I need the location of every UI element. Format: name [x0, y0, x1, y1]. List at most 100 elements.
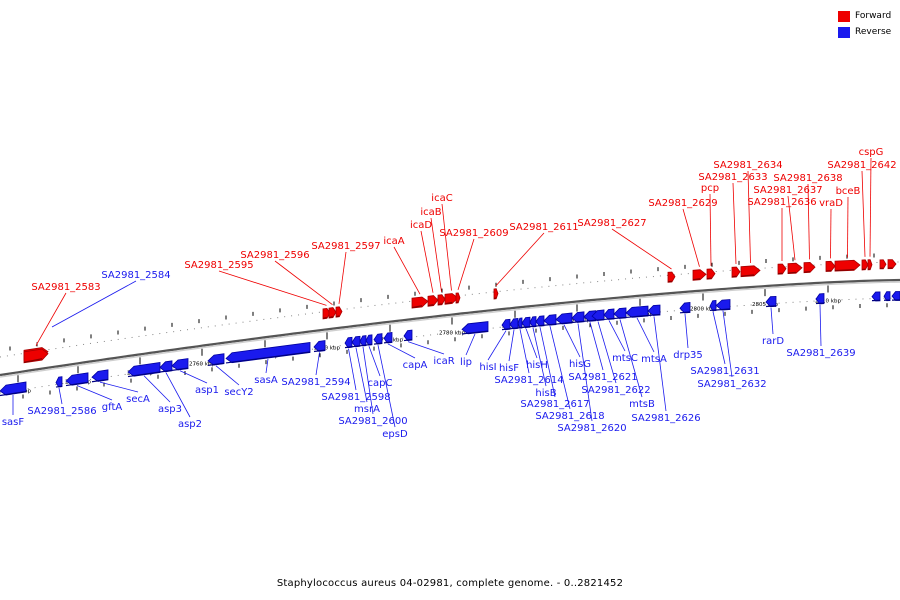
gene-leader — [495, 232, 545, 287]
gene-leader — [539, 327, 556, 398]
reverse-gene-label: mtsC — [612, 353, 638, 364]
reverse-gene-label: SA2981_2626 — [631, 413, 700, 424]
gene-leader — [265, 358, 269, 374]
reverse-gene-shade — [501, 328, 511, 331]
reverse-gene-shade — [509, 327, 519, 330]
gene-leader — [487, 330, 507, 361]
forward-gene-label: cspG — [859, 147, 884, 158]
forward-gene-label: SA2981_2595 — [184, 260, 253, 271]
reverse-gene-shade — [359, 344, 367, 347]
gene-leader — [348, 348, 357, 391]
reverse-gene — [373, 333, 383, 345]
forward-gene-label: SA2981_2629 — [648, 198, 717, 209]
forward-gene-shade — [731, 275, 737, 278]
reverse-gene — [529, 316, 537, 328]
gene-leader — [274, 260, 333, 305]
reverse-gene-label: capA — [403, 360, 428, 371]
reverse-gene-label: icaR — [433, 356, 454, 367]
forward-gene — [803, 261, 816, 274]
scale-tick-label: 2760 kbp — [189, 362, 215, 368]
forward-gene-label: SA2981_2633 — [698, 172, 767, 183]
reverse-gene-shade — [171, 367, 189, 371]
forward-gene-shade — [335, 315, 340, 318]
reverse-gene-label: capC — [368, 378, 393, 389]
forward-gene-shade — [834, 268, 855, 272]
gene-leader — [532, 327, 547, 387]
reverse-gene — [365, 334, 373, 346]
forward-gene-label: SA2981_2583 — [31, 282, 100, 293]
forward-gene-shade — [787, 271, 797, 274]
forward-gene-shade — [803, 271, 811, 273]
gene-leader — [430, 217, 442, 292]
forward-gene-shade — [322, 316, 327, 319]
reverse-gene-label: drp35 — [673, 350, 703, 361]
forward-gene-label: SA2981_2609 — [439, 228, 508, 239]
gene-leader — [99, 381, 139, 393]
reverse-gene-label: mtsA — [641, 354, 667, 365]
gene-leader — [636, 317, 655, 353]
gene-leader — [787, 195, 796, 261]
reverse-gene-shade — [555, 321, 573, 325]
legend-forward[interactable]: Forward — [838, 8, 891, 24]
gene-leader — [525, 328, 538, 359]
reverse-gene-shade — [591, 318, 605, 322]
gene-leader — [682, 208, 700, 267]
reverse-gene-label: SA2981_2632 — [697, 379, 766, 390]
forward-gene-label: icaD — [410, 220, 432, 231]
gene-leader — [377, 345, 396, 428]
forward-gene — [692, 269, 707, 281]
forward-gene — [328, 307, 337, 319]
gene-leader — [563, 324, 581, 358]
forward-gene — [23, 348, 49, 364]
gene-leader — [76, 385, 113, 401]
backbone — [0, 278, 900, 377]
forward-gene — [335, 306, 343, 318]
scale-tick-label: 2810 kbp — [815, 298, 841, 304]
reverse-gene-shade — [0, 390, 27, 397]
forward-gene-label: SA2981_2637 — [753, 185, 822, 196]
gene-leader — [465, 333, 476, 356]
reverse-gene-shade — [647, 313, 661, 317]
reverse-gene-shade — [679, 311, 691, 314]
legend-reverse-label: Reverse — [855, 27, 892, 37]
forward-gene-label: icaC — [431, 193, 452, 204]
forward-gene — [455, 292, 461, 304]
gene-leader — [338, 251, 347, 304]
reverse-gene-shade — [225, 351, 311, 364]
forward-gene-shade — [667, 280, 672, 283]
forward-gene — [861, 259, 869, 271]
reverse-gene-label: asp2 — [178, 419, 202, 430]
forward-gene-shade — [328, 316, 333, 319]
reverse-gene — [715, 299, 731, 311]
reverse-gene-shade — [461, 330, 489, 335]
forward-gene — [667, 271, 676, 283]
gene-leader — [508, 329, 515, 362]
forward-gene-shade — [444, 301, 453, 305]
reverse-gene-shade — [521, 326, 531, 329]
reverse-gene-label: SA2981_2618 — [535, 411, 604, 422]
forward-gene-label: bceB — [836, 186, 861, 197]
reverse-gene — [55, 376, 63, 388]
forward-gene-label: SA2981_2584 — [101, 270, 170, 281]
reverse-gene-label: SA2981_2617 — [520, 399, 589, 410]
gene-leader — [407, 341, 445, 355]
forward-gene — [411, 296, 429, 309]
forward-gene — [322, 307, 331, 320]
map-caption: Staphylococcus aureus 04-02981, complete… — [276, 578, 624, 589]
forward-gene — [879, 259, 887, 270]
scale-tick-label: 2805 kbp — [752, 302, 778, 308]
forward-gene — [787, 262, 803, 275]
reverse-gene-label: SA2981_2594 — [281, 377, 350, 388]
gene-leader — [368, 346, 381, 377]
forward-gene-label: icaB — [420, 207, 441, 218]
legend: Forward Reverse — [838, 8, 891, 40]
gene-leader — [577, 323, 593, 422]
legend-reverse[interactable]: Reverse — [838, 24, 891, 40]
forward-gene-shade — [427, 304, 434, 307]
gene-leader — [722, 310, 733, 378]
gene-leader — [549, 326, 571, 410]
reverse-gene — [344, 336, 353, 349]
reverse-gene-label: SA2981_2631 — [690, 366, 759, 377]
gene-leader — [315, 352, 320, 376]
reverse-swatch — [838, 26, 850, 38]
